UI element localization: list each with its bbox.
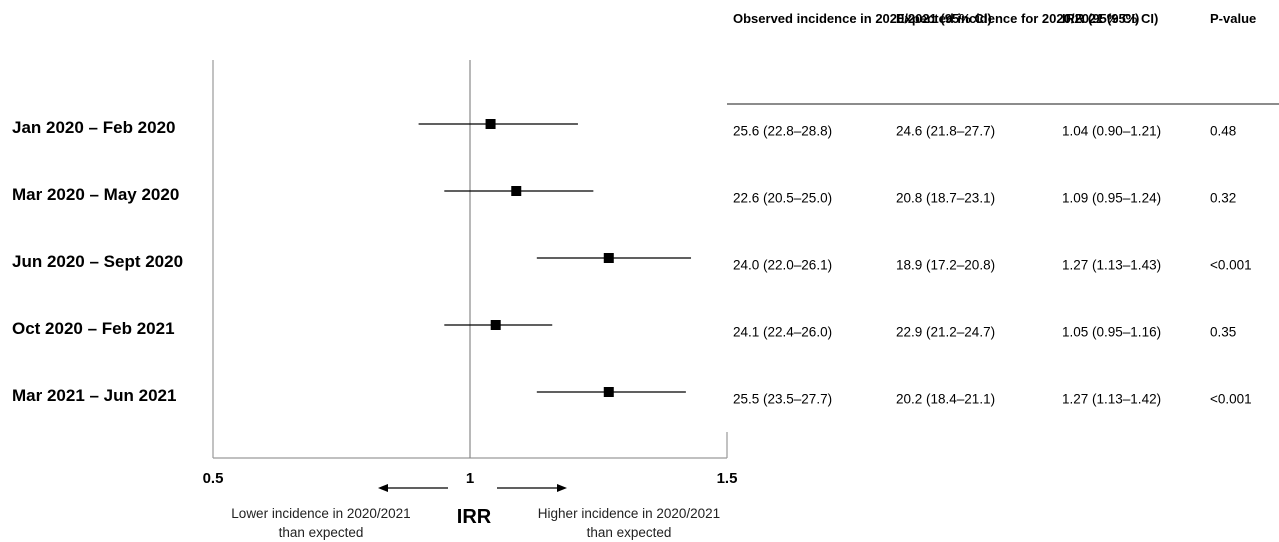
cell-expected: 20.2 (18.4–21.1) [896, 391, 996, 407]
cell-p-value: <0.001 [1210, 391, 1252, 407]
cell-irr: 1.27 (1.13–1.43) [1062, 257, 1162, 273]
row-label: Mar 2020 – May 2020 [12, 185, 180, 204]
cell-p-value: 0.35 [1210, 324, 1237, 340]
row-label: Jun 2020 – Sept 2020 [12, 252, 184, 271]
x-axis-title: IRR [456, 506, 492, 528]
cell-irr: 1.09 (0.95–1.24) [1062, 190, 1162, 206]
irr-point [603, 387, 614, 397]
cell-observed: 24.1 (22.4–26.0) [733, 324, 833, 340]
col-header-observed: Observed incidence in 2020/2021 (95% CI) [733, 11, 992, 26]
cell-observed: 22.6 (20.5–25.0) [733, 190, 833, 206]
cell-observed: 25.5 (23.5–27.7) [733, 391, 833, 407]
cell-irr: 1.04 (0.90–1.21) [1062, 123, 1162, 139]
cell-irr: 1.05 (0.95–1.16) [1062, 324, 1162, 340]
irr-point [485, 119, 496, 129]
direction-label-left: Lower incidence in 2020/2021 than expect… [231, 506, 411, 540]
irr-point [603, 253, 614, 263]
col-header-expected: Expected incidence for 2020/2021 (95% CI… [896, 11, 1159, 26]
direction-label-right: Higher incidence in 2020/2021 than expec… [537, 506, 721, 540]
cell-expected: 18.9 (17.2–20.8) [896, 257, 996, 273]
cell-p-value: 0.48 [1210, 123, 1237, 139]
cell-expected: 24.6 (21.8–27.7) [896, 123, 996, 139]
irr-point [511, 186, 522, 196]
cell-p-value: <0.001 [1210, 257, 1252, 273]
row-label: Oct 2020 – Feb 2021 [12, 319, 175, 338]
cell-expected: 22.9 (21.2–24.7) [896, 324, 996, 340]
col-header-irr: IRR (95% CI) [1062, 11, 1140, 26]
x-tick-label: 1 [465, 470, 475, 487]
x-tick-label: 1.5 [716, 470, 738, 487]
arrow-right [497, 484, 567, 492]
row-label: Jan 2020 – Feb 2020 [12, 118, 176, 137]
cell-p-value: 0.32 [1210, 190, 1237, 206]
row-label: Mar 2021 – Jun 2021 [12, 386, 177, 405]
cell-observed: 25.6 (22.8–28.8) [733, 123, 833, 139]
irr-point [490, 320, 501, 330]
cell-irr: 1.27 (1.13–1.42) [1062, 391, 1162, 407]
cell-observed: 24.0 (22.0–26.1) [733, 257, 833, 273]
arrow-left [378, 484, 448, 492]
cell-expected: 20.8 (18.7–23.1) [896, 190, 996, 206]
x-tick-label: 0.5 [202, 470, 224, 487]
col-header-p-value: P-value [1210, 11, 1257, 26]
